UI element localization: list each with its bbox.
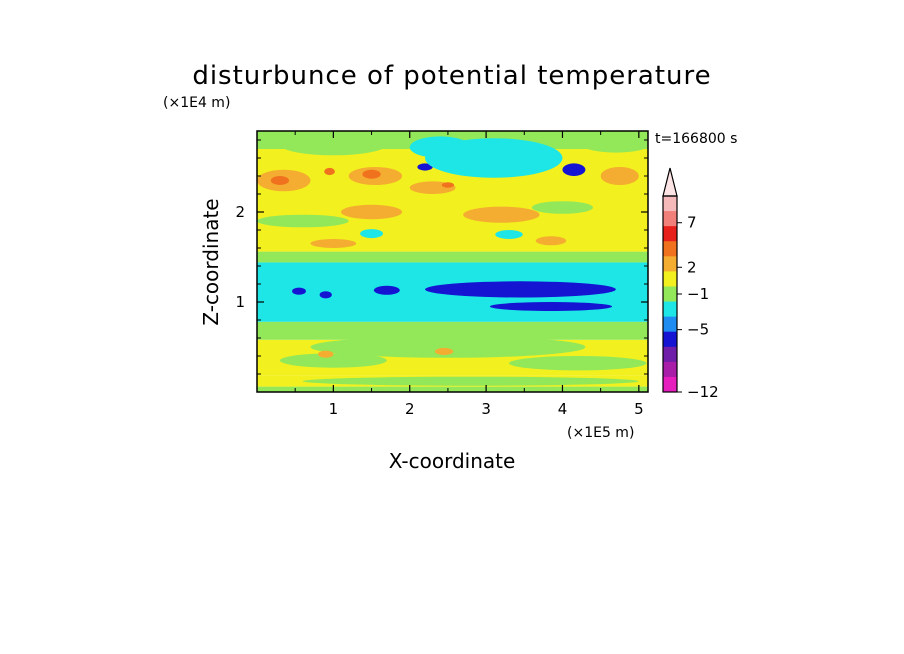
colorbar-label: −5: [687, 321, 709, 339]
field-patch-orangered: [362, 169, 381, 179]
colorbar-segment: [663, 286, 677, 303]
colorbar-segment: [663, 256, 677, 272]
colorbar-label: 7: [687, 214, 697, 232]
colorbar-label: −12: [687, 383, 719, 401]
colorbar-segment: [663, 241, 677, 257]
field-patch-green: [509, 356, 647, 371]
chart-title: disturbunce of potential temperature: [192, 61, 711, 91]
field-patch-orange: [310, 239, 357, 248]
colorbar-segment: [663, 361, 677, 378]
colorbar: 7 2 −1 −5 −12: [662, 167, 719, 401]
colorbar-label: 2: [687, 258, 697, 276]
field-patch-blue: [489, 302, 613, 311]
field-patch-green: [310, 336, 586, 358]
x-tick-label: 5: [634, 400, 644, 418]
y-axis: 12: [235, 139, 648, 375]
colorbar-segment: [663, 196, 677, 212]
colorbar-extend-arrow: [662, 167, 678, 197]
x-tick-label: 3: [481, 400, 491, 418]
x-axis: 1 2 3 4 5: [294, 131, 644, 418]
x-tick-label: 1: [329, 400, 339, 418]
x-tick-label: 2: [405, 400, 415, 418]
field-patch-blue: [417, 163, 433, 171]
field-patch-green: [577, 131, 648, 153]
y-tick-label: 2: [235, 203, 245, 221]
colorbar-segment: [663, 316, 677, 333]
field-patch-orange: [318, 350, 334, 358]
field-band-green: [257, 251, 648, 263]
plot-frame: [256, 130, 649, 393]
field-patch-orange: [535, 236, 567, 246]
colorbar-segment: [663, 226, 677, 242]
colorbar-segment: [663, 346, 677, 363]
field-patch-orangered: [441, 182, 455, 188]
field-patch-orange: [434, 347, 454, 356]
y-tick-label: 1: [235, 293, 245, 311]
time-label: t=166800 s: [655, 131, 737, 147]
field-band-green: [257, 386, 648, 392]
field-patch-orange: [600, 167, 639, 185]
field-patch-cyan: [360, 229, 384, 239]
colorbar-segment: [663, 271, 677, 287]
field-patch-orangered: [324, 167, 335, 176]
field-patch-cyan: [495, 230, 523, 239]
field-patch-green: [279, 353, 387, 368]
field-patch-green: [302, 376, 639, 386]
field-band-green: [257, 321, 648, 340]
field-patch-orangered: [270, 176, 290, 185]
field-patch-cyan: [409, 136, 471, 158]
colorbar-segment: [663, 331, 677, 348]
y-axis-label: Z-coordinate: [199, 198, 223, 325]
colorbar-segment: [663, 211, 677, 227]
field-patch-orange: [341, 204, 403, 220]
field-patch-blue: [562, 163, 586, 176]
colorbar-label: −1: [687, 285, 709, 303]
field-patch-blue: [319, 291, 332, 299]
field-patch-blue: [425, 281, 616, 298]
x-axis-label: X-coordinate: [389, 449, 516, 473]
x-unit-label: (×1E5 m): [567, 425, 634, 441]
y-unit-label: (×1E4 m): [163, 95, 230, 111]
x-tick-label: 4: [558, 400, 568, 418]
field-patch-orange: [463, 206, 540, 223]
field-patch-blue: [292, 287, 306, 295]
heatmap-field: [257, 131, 648, 392]
field-patch-green: [279, 133, 387, 156]
colorbar-segment: [663, 376, 677, 393]
field-patch-blue: [373, 285, 400, 295]
field-patch-green: [257, 214, 349, 228]
colorbar-segment: [663, 301, 677, 318]
field-patch-green: [531, 201, 594, 214]
